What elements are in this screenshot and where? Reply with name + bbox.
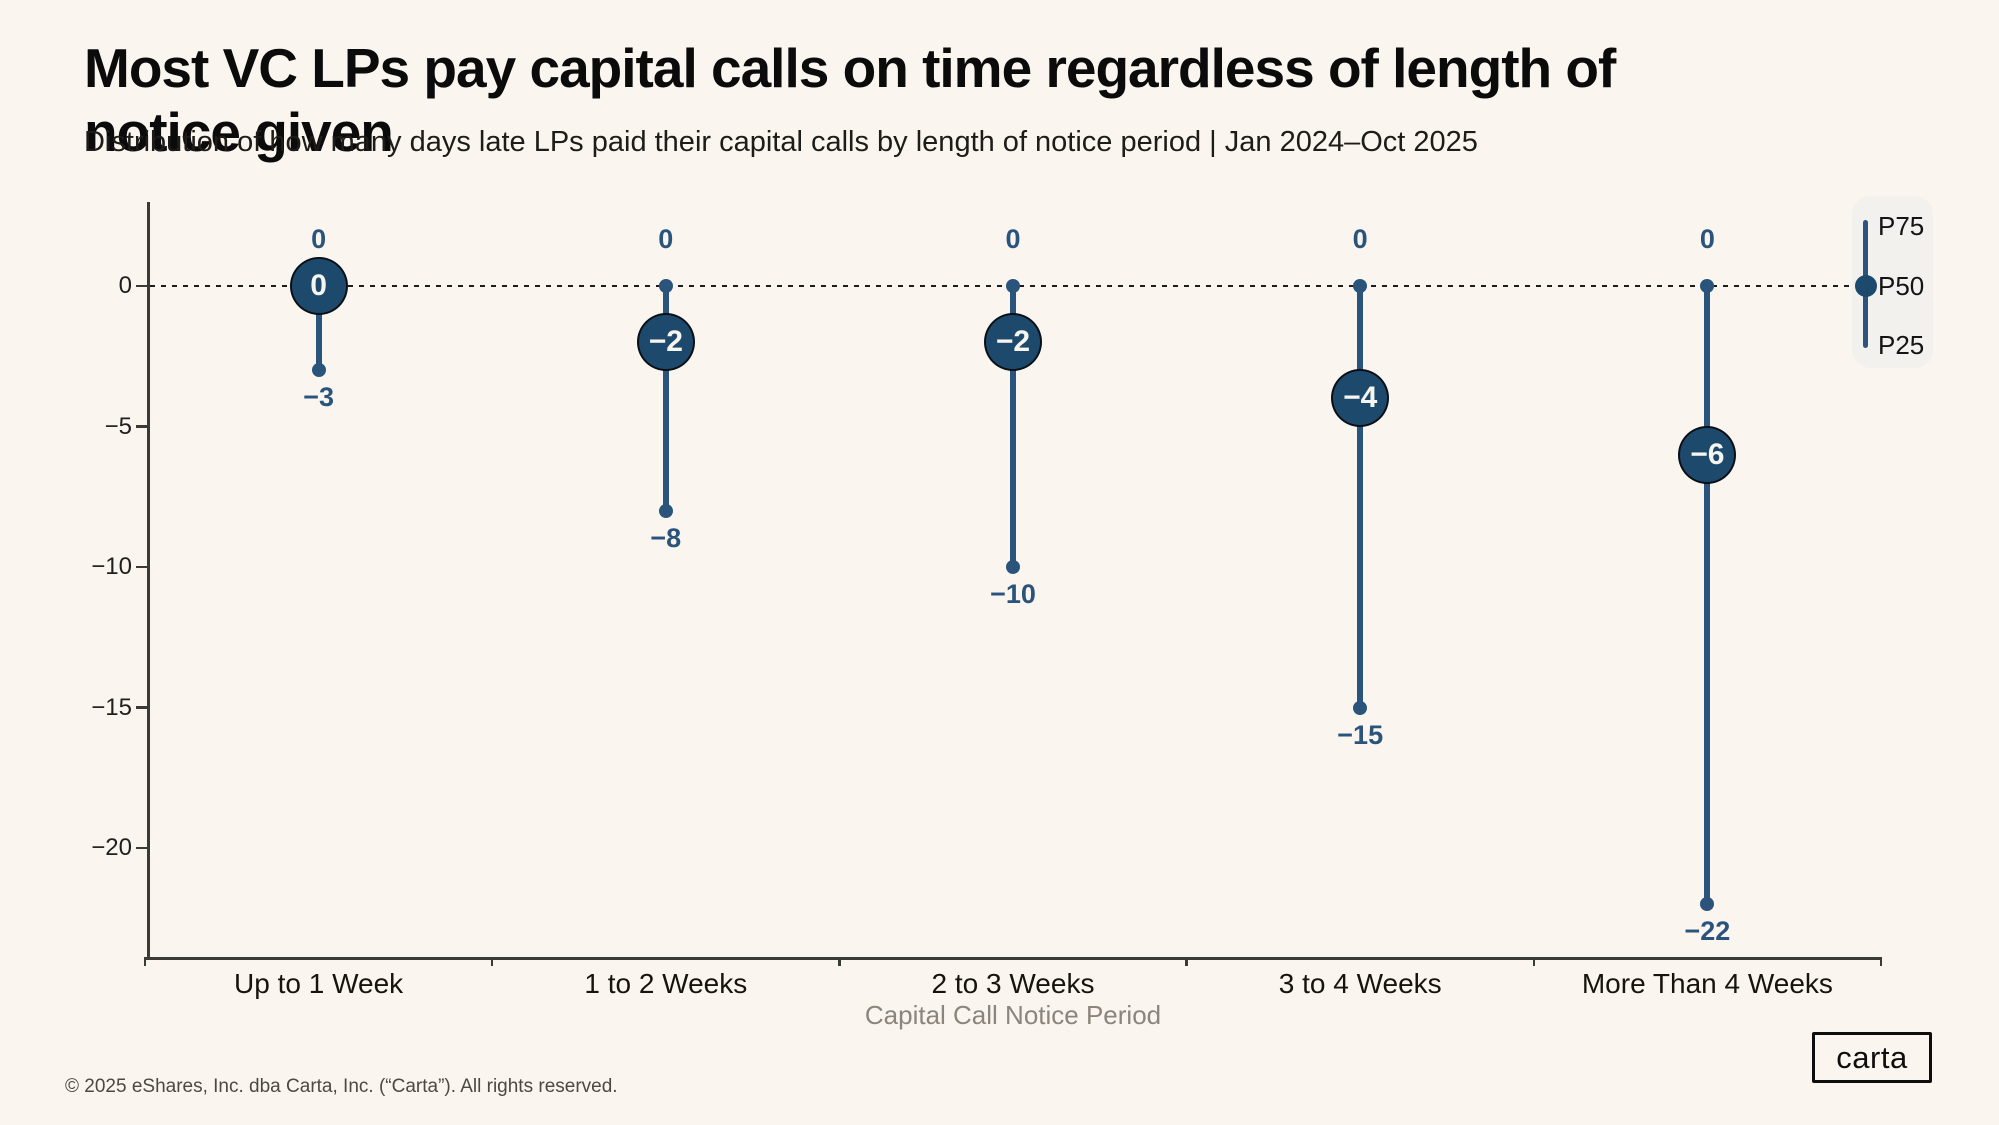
median-dot: −2 (984, 313, 1042, 372)
chart-subtitle: Distribution of how many days late LPs p… (84, 126, 1478, 158)
x-tick-mark (1532, 957, 1536, 966)
y-tick-mark (136, 706, 147, 709)
median-dot: −2 (636, 313, 695, 372)
x-tick-label: More Than 4 Weeks (1581, 968, 1833, 999)
y-tick-label: −20 (91, 834, 132, 861)
p75-label: 0 (658, 224, 674, 254)
range-line (315, 286, 322, 371)
p75-dot (658, 279, 673, 293)
range-line (662, 286, 669, 511)
p25-dot (1006, 560, 1020, 574)
p25-label: −15 (1337, 719, 1384, 750)
y-tick-mark (136, 846, 147, 850)
y-tick-label: −15 (91, 693, 132, 721)
p75-dot (1700, 279, 1715, 293)
y-tick-mark (136, 425, 147, 428)
range-line (1010, 286, 1016, 567)
x-tick-mark (143, 957, 147, 966)
p75-label: 0 (311, 224, 327, 254)
y-tick-label: 0 (118, 272, 132, 299)
x-tick-label: Up to 1 Week (234, 968, 404, 999)
p25-label: −22 (1684, 916, 1731, 947)
x-tick-mark (1879, 957, 1883, 966)
x-tick-label: 3 to 4 Weeks (1278, 968, 1442, 999)
median-dot: −6 (1678, 425, 1737, 484)
p75-label: 0 (1352, 224, 1368, 254)
legend-median-dot (1854, 275, 1877, 297)
y-axis (147, 202, 150, 957)
p25-dot (311, 363, 326, 378)
p25-dot (1353, 700, 1368, 715)
p75-dot (1353, 279, 1368, 293)
p25-dot (658, 503, 673, 518)
y-tick-mark (136, 565, 147, 569)
x-tick-mark (1185, 957, 1188, 966)
y-tick-label: −5 (104, 412, 132, 440)
x-tick-mark (490, 957, 494, 966)
carta-logo: carta (1812, 1032, 1932, 1083)
p25-label: −3 (303, 382, 334, 413)
p75-label: 0 (1699, 224, 1715, 254)
median-dot: 0 (289, 257, 348, 315)
chart-title: Most VC LPs pay capital calls on time re… (84, 37, 1616, 163)
p25-label: −10 (990, 579, 1036, 609)
x-axis (145, 957, 1881, 960)
x-tick-label: 2 to 3 Weeks (931, 968, 1095, 999)
y-tick-label: −10 (91, 553, 132, 580)
legend: P75 P50 P25 (1852, 196, 1933, 368)
legend-label-p75: P75 (1878, 211, 1925, 241)
p75-dot (1006, 279, 1020, 293)
x-tick-label: 1 to 2 Weeks (584, 968, 748, 999)
median-dot: −4 (1331, 369, 1390, 428)
y-tick-mark (136, 284, 147, 288)
legend-label-p25: P25 (1878, 330, 1925, 360)
legend-label-p50: P50 (1878, 271, 1925, 301)
p25-label: −8 (650, 522, 682, 553)
x-tick-mark (838, 957, 841, 966)
p75-label: 0 (1005, 224, 1021, 254)
range-line (1704, 286, 1711, 905)
copyright-text: © 2025 eShares, Inc. dba Carta, Inc. (“C… (65, 1076, 618, 1097)
x-axis-title: Capital Call Notice Period (864, 1000, 1162, 1030)
range-line (1357, 286, 1364, 708)
p25-dot (1700, 897, 1715, 912)
zero-gridline (150, 285, 1852, 287)
